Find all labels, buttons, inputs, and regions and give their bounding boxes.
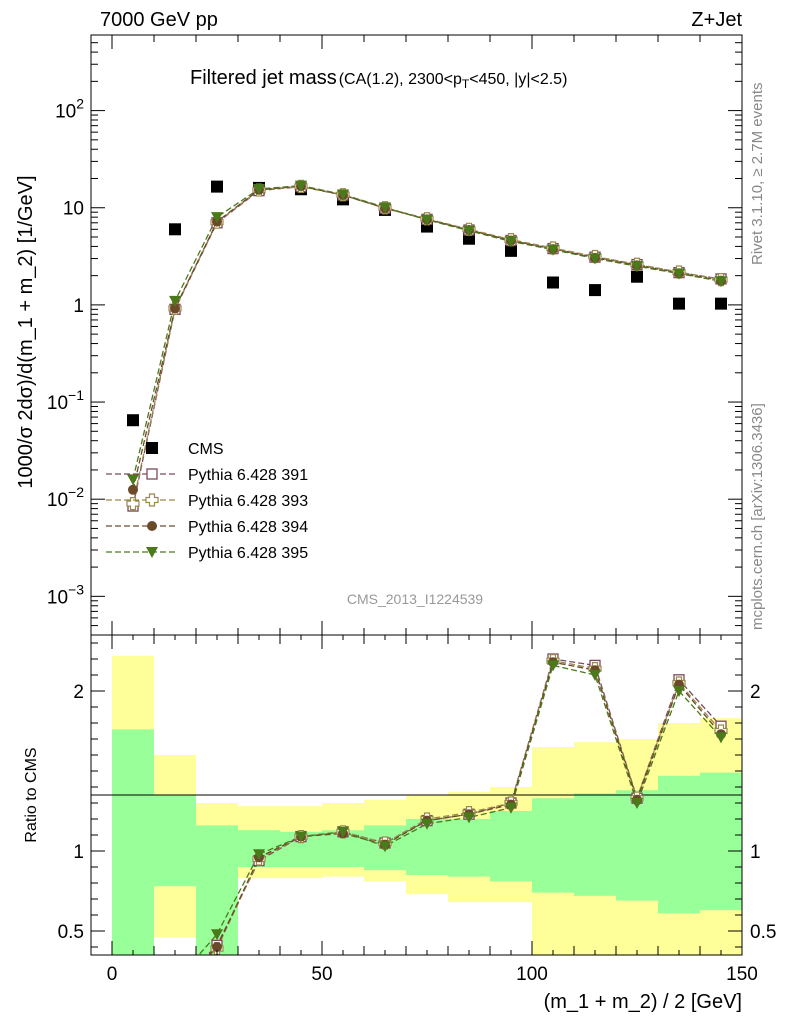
ratio-point xyxy=(547,660,559,672)
x-tick-label: 50 xyxy=(311,964,332,985)
y-tick-label: 10 xyxy=(63,199,84,220)
series-line xyxy=(132,185,722,504)
legend-marker xyxy=(146,442,158,454)
legend-label: CMS xyxy=(188,441,224,458)
ratio-series-line xyxy=(206,658,722,955)
data-point xyxy=(170,303,180,314)
data-point xyxy=(211,180,223,193)
ratio-point xyxy=(211,929,223,941)
data-point xyxy=(127,414,139,427)
legend-marker xyxy=(146,468,158,480)
main-y-ticks: 10−3 10−2 10−1 1 10 102 xyxy=(47,34,743,636)
ratio-ticks: 0.5 0.5 1 1 2 2 0 50 100 150 xyxy=(58,635,776,985)
data-point xyxy=(547,244,559,256)
legend-marker xyxy=(145,493,159,507)
ratio-y-tick-label-right: 1 xyxy=(750,842,761,863)
ratio-series-line xyxy=(197,664,722,955)
uncertainty-band-inner xyxy=(112,729,154,955)
y-tick-label: 102 xyxy=(55,96,84,123)
ratio-data-points xyxy=(210,653,728,956)
data-point xyxy=(421,214,433,226)
main-data-points xyxy=(126,179,728,512)
analysis-watermark: CMS_2013_I1224539 xyxy=(347,591,483,607)
data-point xyxy=(505,244,517,257)
uncertainty-band-inner xyxy=(154,795,196,887)
data-point xyxy=(547,276,559,289)
uncertainty-band-inner xyxy=(490,811,532,882)
main-y-axis-label: 1000/σ 2dσ)/d(m_1 + m_2) [1/GeV] xyxy=(15,175,37,488)
mcplots-reference-label: mcplots.cern.ch [arXiv:1306.3436] xyxy=(749,403,766,630)
legend-label: Pythia 6.428 394 xyxy=(188,519,308,536)
legend-label: Pythia 6.428 395 xyxy=(188,545,308,562)
data-point xyxy=(337,189,349,201)
x-tick-label: 0 xyxy=(107,964,118,985)
data-point xyxy=(505,236,517,248)
data-point xyxy=(715,276,727,288)
ratio-point xyxy=(505,802,517,814)
header: 7000 GeV pp Z+Jet xyxy=(100,9,742,31)
rivet-version-label: Rivet 3.1.10, ≥ 2.7M events xyxy=(749,83,766,266)
ratio-point xyxy=(715,732,727,744)
x-axis-label: (m_1 + m_2) / 2 [GeV] xyxy=(544,991,742,1013)
y-tick-label: 1 xyxy=(73,296,84,317)
data-point xyxy=(128,484,138,495)
ratio-point xyxy=(631,798,643,809)
data-point xyxy=(127,474,139,486)
x-tick-label: 150 xyxy=(726,964,758,985)
ratio-y-axis-label: Ratio to CMS xyxy=(23,747,40,842)
data-point xyxy=(631,270,643,283)
legend-marker xyxy=(146,547,158,558)
data-point xyxy=(673,297,685,310)
data-point xyxy=(253,183,265,195)
ratio-y-tick-label: 0.5 xyxy=(58,922,84,943)
y-tick-label: 10−1 xyxy=(47,387,84,414)
ratio-y-tick-label-right: 0.5 xyxy=(750,922,776,943)
data-point xyxy=(295,180,307,192)
uncertainty-band-inner xyxy=(700,772,742,911)
ratio-y-tick-label: 2 xyxy=(73,682,84,703)
ratio-point xyxy=(673,686,685,697)
ratio-point xyxy=(253,849,265,861)
ratio-y-tick-label: 1 xyxy=(73,842,84,863)
main-plot-title: Filtered jet mass (CA(1.2), 2300<pT<450, … xyxy=(190,67,567,91)
ratio-uncertainty-bands xyxy=(112,655,742,955)
header-left-label: 7000 GeV pp xyxy=(100,9,218,31)
data-point xyxy=(673,268,685,280)
data-point xyxy=(589,284,601,297)
series-line xyxy=(132,185,722,507)
ratio-point xyxy=(337,826,349,838)
uncertainty-band-inner xyxy=(574,793,616,896)
legend-label: Pythia 6.428 393 xyxy=(188,493,308,510)
ratio-y-tick-label-right: 2 xyxy=(750,682,761,703)
y-tick-label: 10−3 xyxy=(47,581,84,608)
data-point xyxy=(463,225,475,237)
data-point xyxy=(126,497,140,511)
legend-label: Pythia 6.428 391 xyxy=(188,467,308,484)
uncertainty-band-inner xyxy=(658,775,700,914)
data-point xyxy=(631,261,643,273)
data-point xyxy=(589,253,601,265)
ratio-point xyxy=(463,812,475,824)
main-plot: Filtered jet mass (CA(1.2), 2300<pT<450, … xyxy=(15,34,743,636)
uncertainty-band-inner xyxy=(532,798,574,893)
ratio-point xyxy=(212,942,222,952)
header-right-label: Z+Jet xyxy=(691,9,742,31)
data-point xyxy=(715,297,727,310)
legend: CMS Pythia 6.428 391 Pythia 6.428 393 Pythi… xyxy=(106,441,308,562)
uncertainty-band-inner xyxy=(448,819,490,877)
data-point xyxy=(169,295,181,307)
legend-marker xyxy=(147,521,157,531)
x-tick-label: 100 xyxy=(516,964,548,985)
ratio-plot-frame xyxy=(90,634,743,956)
data-point xyxy=(169,223,181,236)
ratio-point xyxy=(295,831,307,843)
y-tick-label: 10−2 xyxy=(47,484,84,511)
ratio-point xyxy=(589,670,601,681)
ratio-point xyxy=(421,818,433,830)
data-point xyxy=(379,202,391,214)
ratio-plot: 0.5 0.5 1 1 2 2 0 50 100 150 Ratio to CMS (m_1 + … xyxy=(23,634,776,1013)
ratio-point xyxy=(379,841,391,853)
data-point xyxy=(211,212,223,224)
